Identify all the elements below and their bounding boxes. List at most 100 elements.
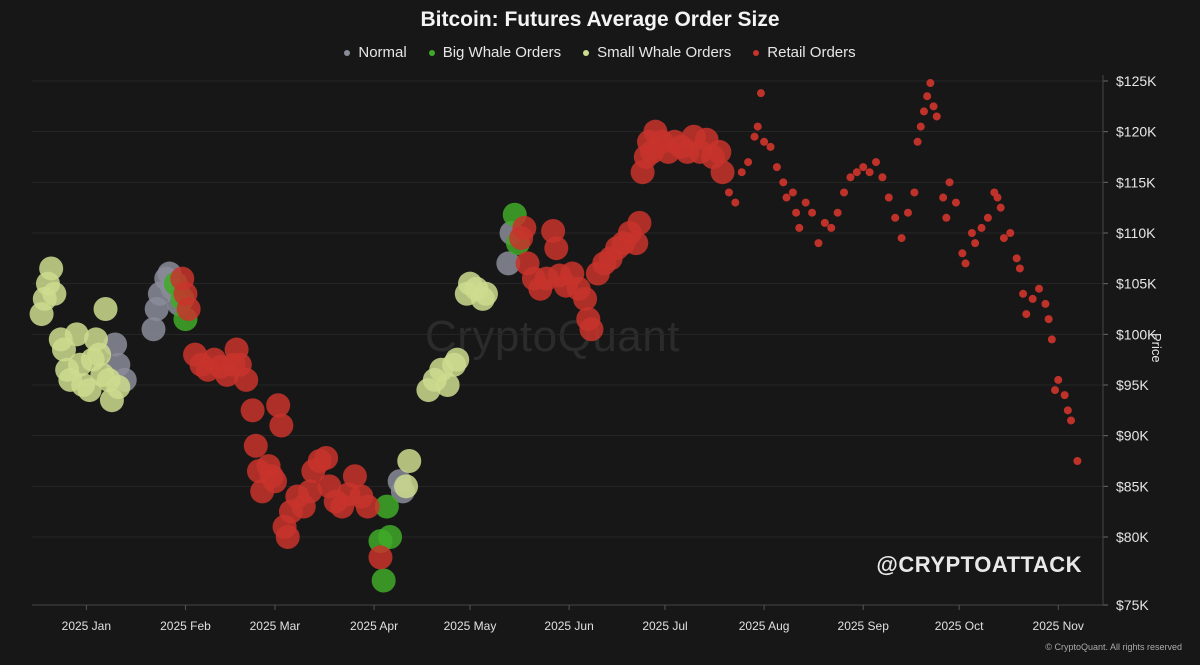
point-retail-orders (846, 173, 855, 182)
point-retail-orders (852, 168, 861, 177)
point-retail-orders (573, 286, 598, 311)
point-retail-orders (1054, 375, 1063, 384)
point-retail-orders (1041, 299, 1050, 308)
point-small-whale-orders (39, 256, 64, 281)
point-retail-orders (1047, 335, 1056, 344)
point-retail-orders (1035, 284, 1044, 293)
chart-title: Bitcoin: Futures Average Order Size (420, 8, 780, 31)
point-retail-orders (993, 193, 1002, 202)
point-retail-orders (859, 163, 868, 172)
point-retail-orders (926, 79, 935, 88)
point-small-whale-orders (106, 375, 131, 400)
point-retail-orders (788, 188, 797, 197)
point-retail-orders (913, 137, 922, 146)
x-tick-label: 2025 Feb (160, 619, 211, 633)
point-retail-orders (865, 168, 874, 177)
point-retail-orders (1063, 406, 1072, 415)
x-tick-label: 2025 Jun (544, 619, 593, 633)
point-retail-orders (939, 193, 948, 202)
legend-label: Normal (358, 44, 407, 61)
legend-marker (753, 49, 760, 56)
point-retail-orders (929, 102, 938, 111)
point-retail-orders (710, 160, 735, 185)
point-small-whale-orders (473, 281, 498, 306)
point-retail-orders (266, 393, 291, 418)
point-retail-orders (814, 239, 823, 248)
y-tick-label: $85K (1116, 478, 1149, 494)
copyright-text: © CryptoQuant. All rights reserved (1045, 642, 1182, 652)
point-retail-orders (275, 525, 300, 549)
x-tick-label: 2025 Oct (935, 619, 984, 633)
point-retail-orders (1067, 416, 1076, 425)
point-retail-orders (1019, 289, 1028, 298)
legend-marker (428, 49, 435, 56)
point-small-whale-orders (394, 474, 419, 499)
y-tick-label: $95K (1116, 377, 1149, 393)
point-retail-orders (996, 203, 1005, 212)
x-tick-label: 2025 Mar (250, 619, 301, 633)
chart-legend: Normal Big Whale Orders Small Whale Orders… (0, 44, 1200, 61)
point-retail-orders (624, 231, 649, 256)
point-retail-orders (1060, 391, 1069, 400)
point-retail-orders (240, 398, 265, 423)
point-retail-orders (269, 413, 294, 438)
legend-marker (583, 49, 590, 56)
y-tick-label: $75K (1116, 597, 1149, 613)
y-tick-label: $80K (1116, 529, 1149, 545)
point-retail-orders (298, 479, 323, 504)
legend-item-big-whale-orders[interactable]: Big Whale Orders (428, 44, 561, 61)
point-small-whale-orders (445, 347, 470, 372)
point-retail-orders (544, 236, 569, 261)
x-tick-label: 2025 Jan (62, 619, 111, 633)
point-small-whale-orders (87, 342, 112, 367)
point-big-whale-orders (374, 494, 399, 519)
point-retail-orders (342, 464, 367, 489)
point-retail-orders (971, 239, 980, 248)
point-retail-orders (368, 545, 393, 570)
y-tick-label: $120K (1116, 124, 1157, 140)
legend-item-small-whale-orders[interactable]: Small Whale Orders (583, 44, 731, 61)
point-retail-orders (977, 223, 986, 232)
point-retail-orders (983, 213, 992, 222)
point-retail-orders (579, 317, 604, 342)
point-retail-orders (967, 229, 976, 237)
point-retail-orders (753, 122, 762, 131)
point-normal (496, 251, 521, 276)
x-tick-label: 2025 Aug (739, 619, 790, 633)
point-retail-orders (1015, 264, 1024, 273)
point-retail-orders (958, 249, 967, 258)
point-retail-orders (820, 218, 829, 227)
legend-marker (344, 49, 351, 56)
point-retail-orders (916, 122, 925, 131)
point-retail-orders (744, 158, 753, 167)
point-retail-orders (795, 223, 804, 232)
x-tick-label: 2025 Apr (350, 619, 398, 633)
point-retail-orders (951, 198, 960, 207)
point-small-whale-orders (93, 297, 118, 321)
point-retail-orders (737, 168, 746, 177)
point-retail-orders (961, 259, 970, 268)
y-tick-label: $125K (1116, 73, 1157, 89)
legend-item-normal[interactable]: Normal (344, 44, 407, 61)
point-retail-orders (750, 132, 759, 141)
point-retail-orders (1022, 310, 1031, 319)
point-retail-orders (942, 213, 951, 222)
legend-item-retail-orders[interactable]: Retail Orders (753, 44, 856, 61)
point-retail-orders (897, 234, 906, 243)
point-retail-orders (1073, 457, 1082, 465)
point-retail-orders (627, 210, 652, 235)
point-retail-orders (878, 173, 887, 182)
point-retail-orders (243, 433, 268, 458)
point-retail-orders (782, 193, 791, 202)
point-retail-orders (833, 208, 842, 217)
point-retail-orders (808, 208, 817, 217)
legend-label: Retail Orders (767, 44, 856, 61)
y-axis-label: Price (1149, 333, 1164, 363)
point-retail-orders (766, 142, 775, 151)
point-retail-orders (923, 92, 932, 101)
x-tick-label: 2025 Sep (838, 619, 890, 633)
x-tick-label: 2025 Jul (642, 619, 687, 633)
point-retail-orders (731, 198, 740, 207)
point-retail-orders (756, 89, 765, 98)
